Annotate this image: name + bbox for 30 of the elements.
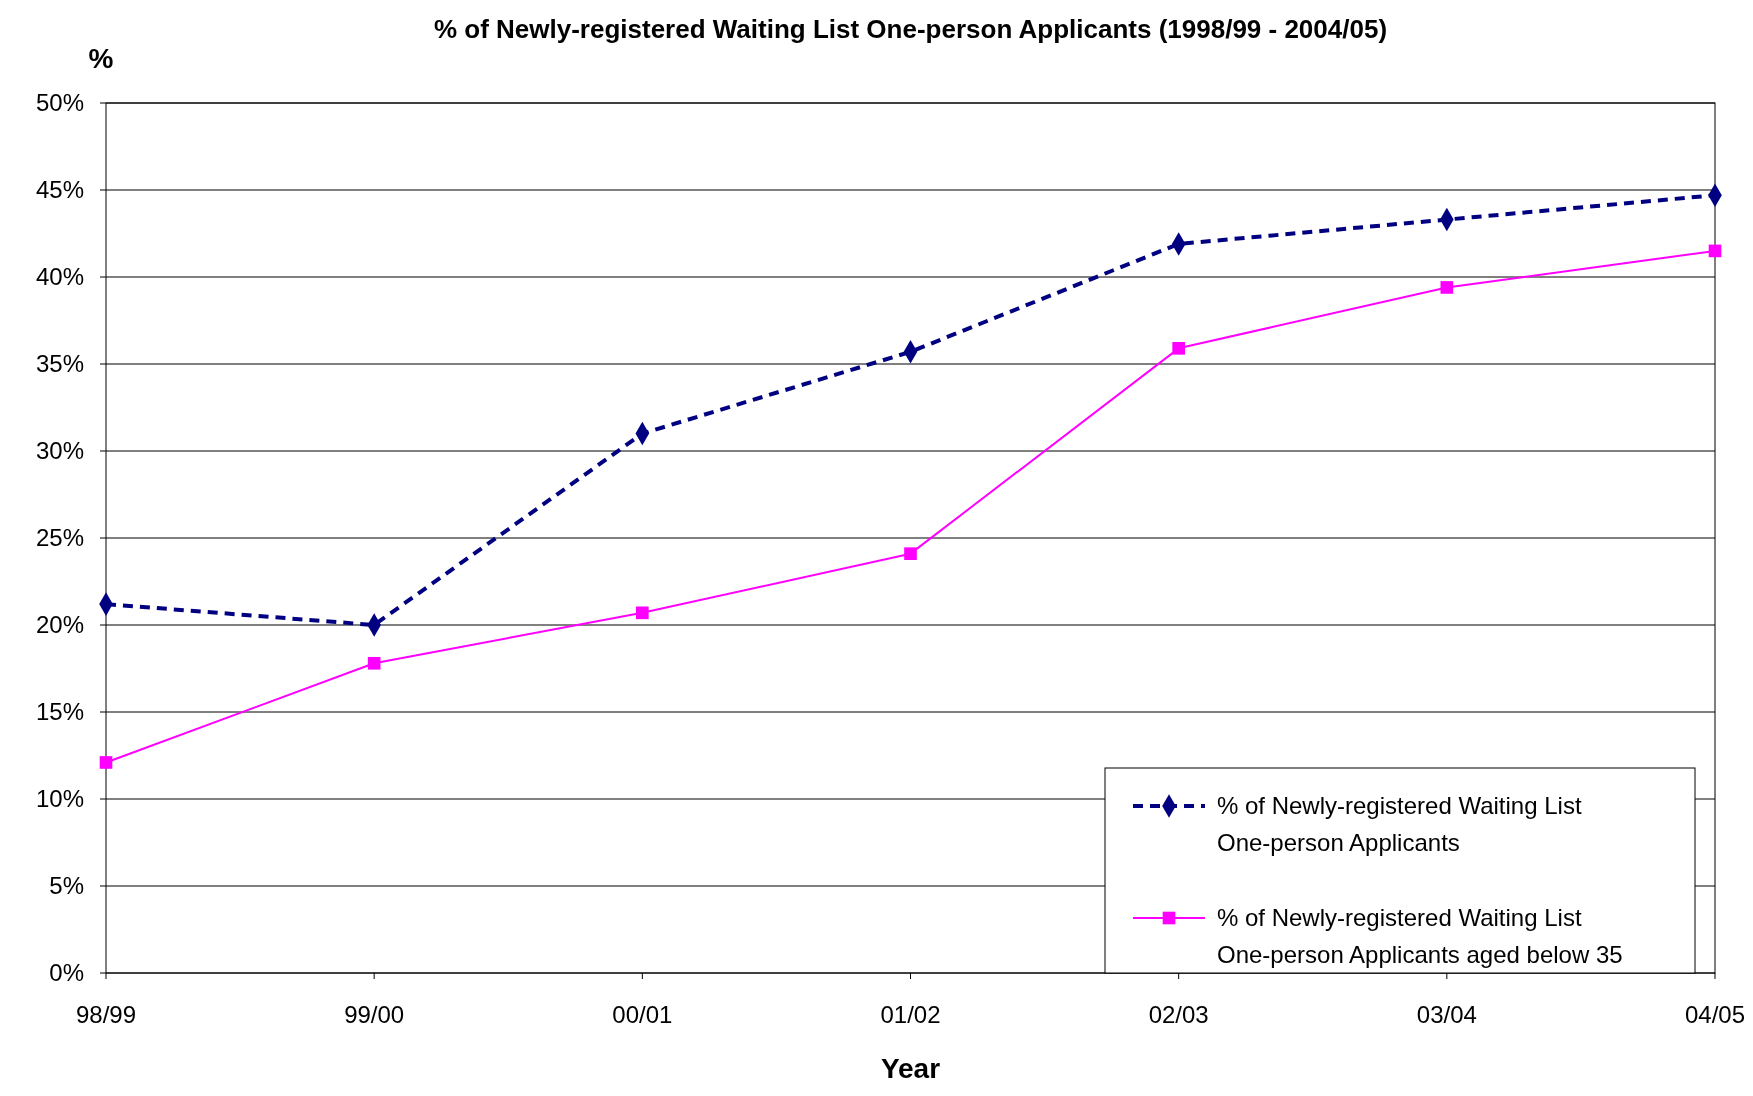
point [1440,281,1454,294]
chart-title: % of Newly-registered Waiting List One-person Applicants (1998/99 - 2004/05) [433,14,1388,44]
y-tick-label: 15% [35,698,84,726]
y-tick-label: 25% [35,524,84,552]
y-tick-label: 10% [35,785,84,813]
x-tick-label: 02/03 [1148,1001,1209,1028]
y-tick-label: 5% [49,872,84,900]
point [99,756,113,769]
y-tick-label: 0% [49,959,84,987]
y-tick-label: 20% [35,611,84,639]
point [1172,342,1185,355]
y-tick-label: 30% [35,437,84,465]
x-tick-label: 99/00 [344,1001,405,1028]
point [367,656,381,670]
x-tick-label: 04/05 [1684,1001,1746,1028]
point [636,606,649,620]
legend-label: % of Newly-registered Waiting List One-person Applicants [1217,792,1582,856]
y-tick-label: 35% [35,350,84,378]
legend-label: % of Newly-registered Waiting List One-person Applicants aged below 35 [1217,904,1623,968]
y-axis-title: % [88,43,114,74]
y-tick-label: 45% [35,176,84,204]
x-axis-title: Year [880,1053,941,1084]
y-tick-label: 40% [35,263,84,291]
x-tick-label: 00/01 [612,1001,673,1028]
y-tick-label: 50% [35,89,84,117]
x-tick-label: 01/02 [880,1001,941,1028]
point [904,547,917,560]
point [1708,244,1722,258]
x-tick-label: 03/04 [1416,1001,1477,1028]
x-tick-label: 98/99 [75,1001,137,1028]
